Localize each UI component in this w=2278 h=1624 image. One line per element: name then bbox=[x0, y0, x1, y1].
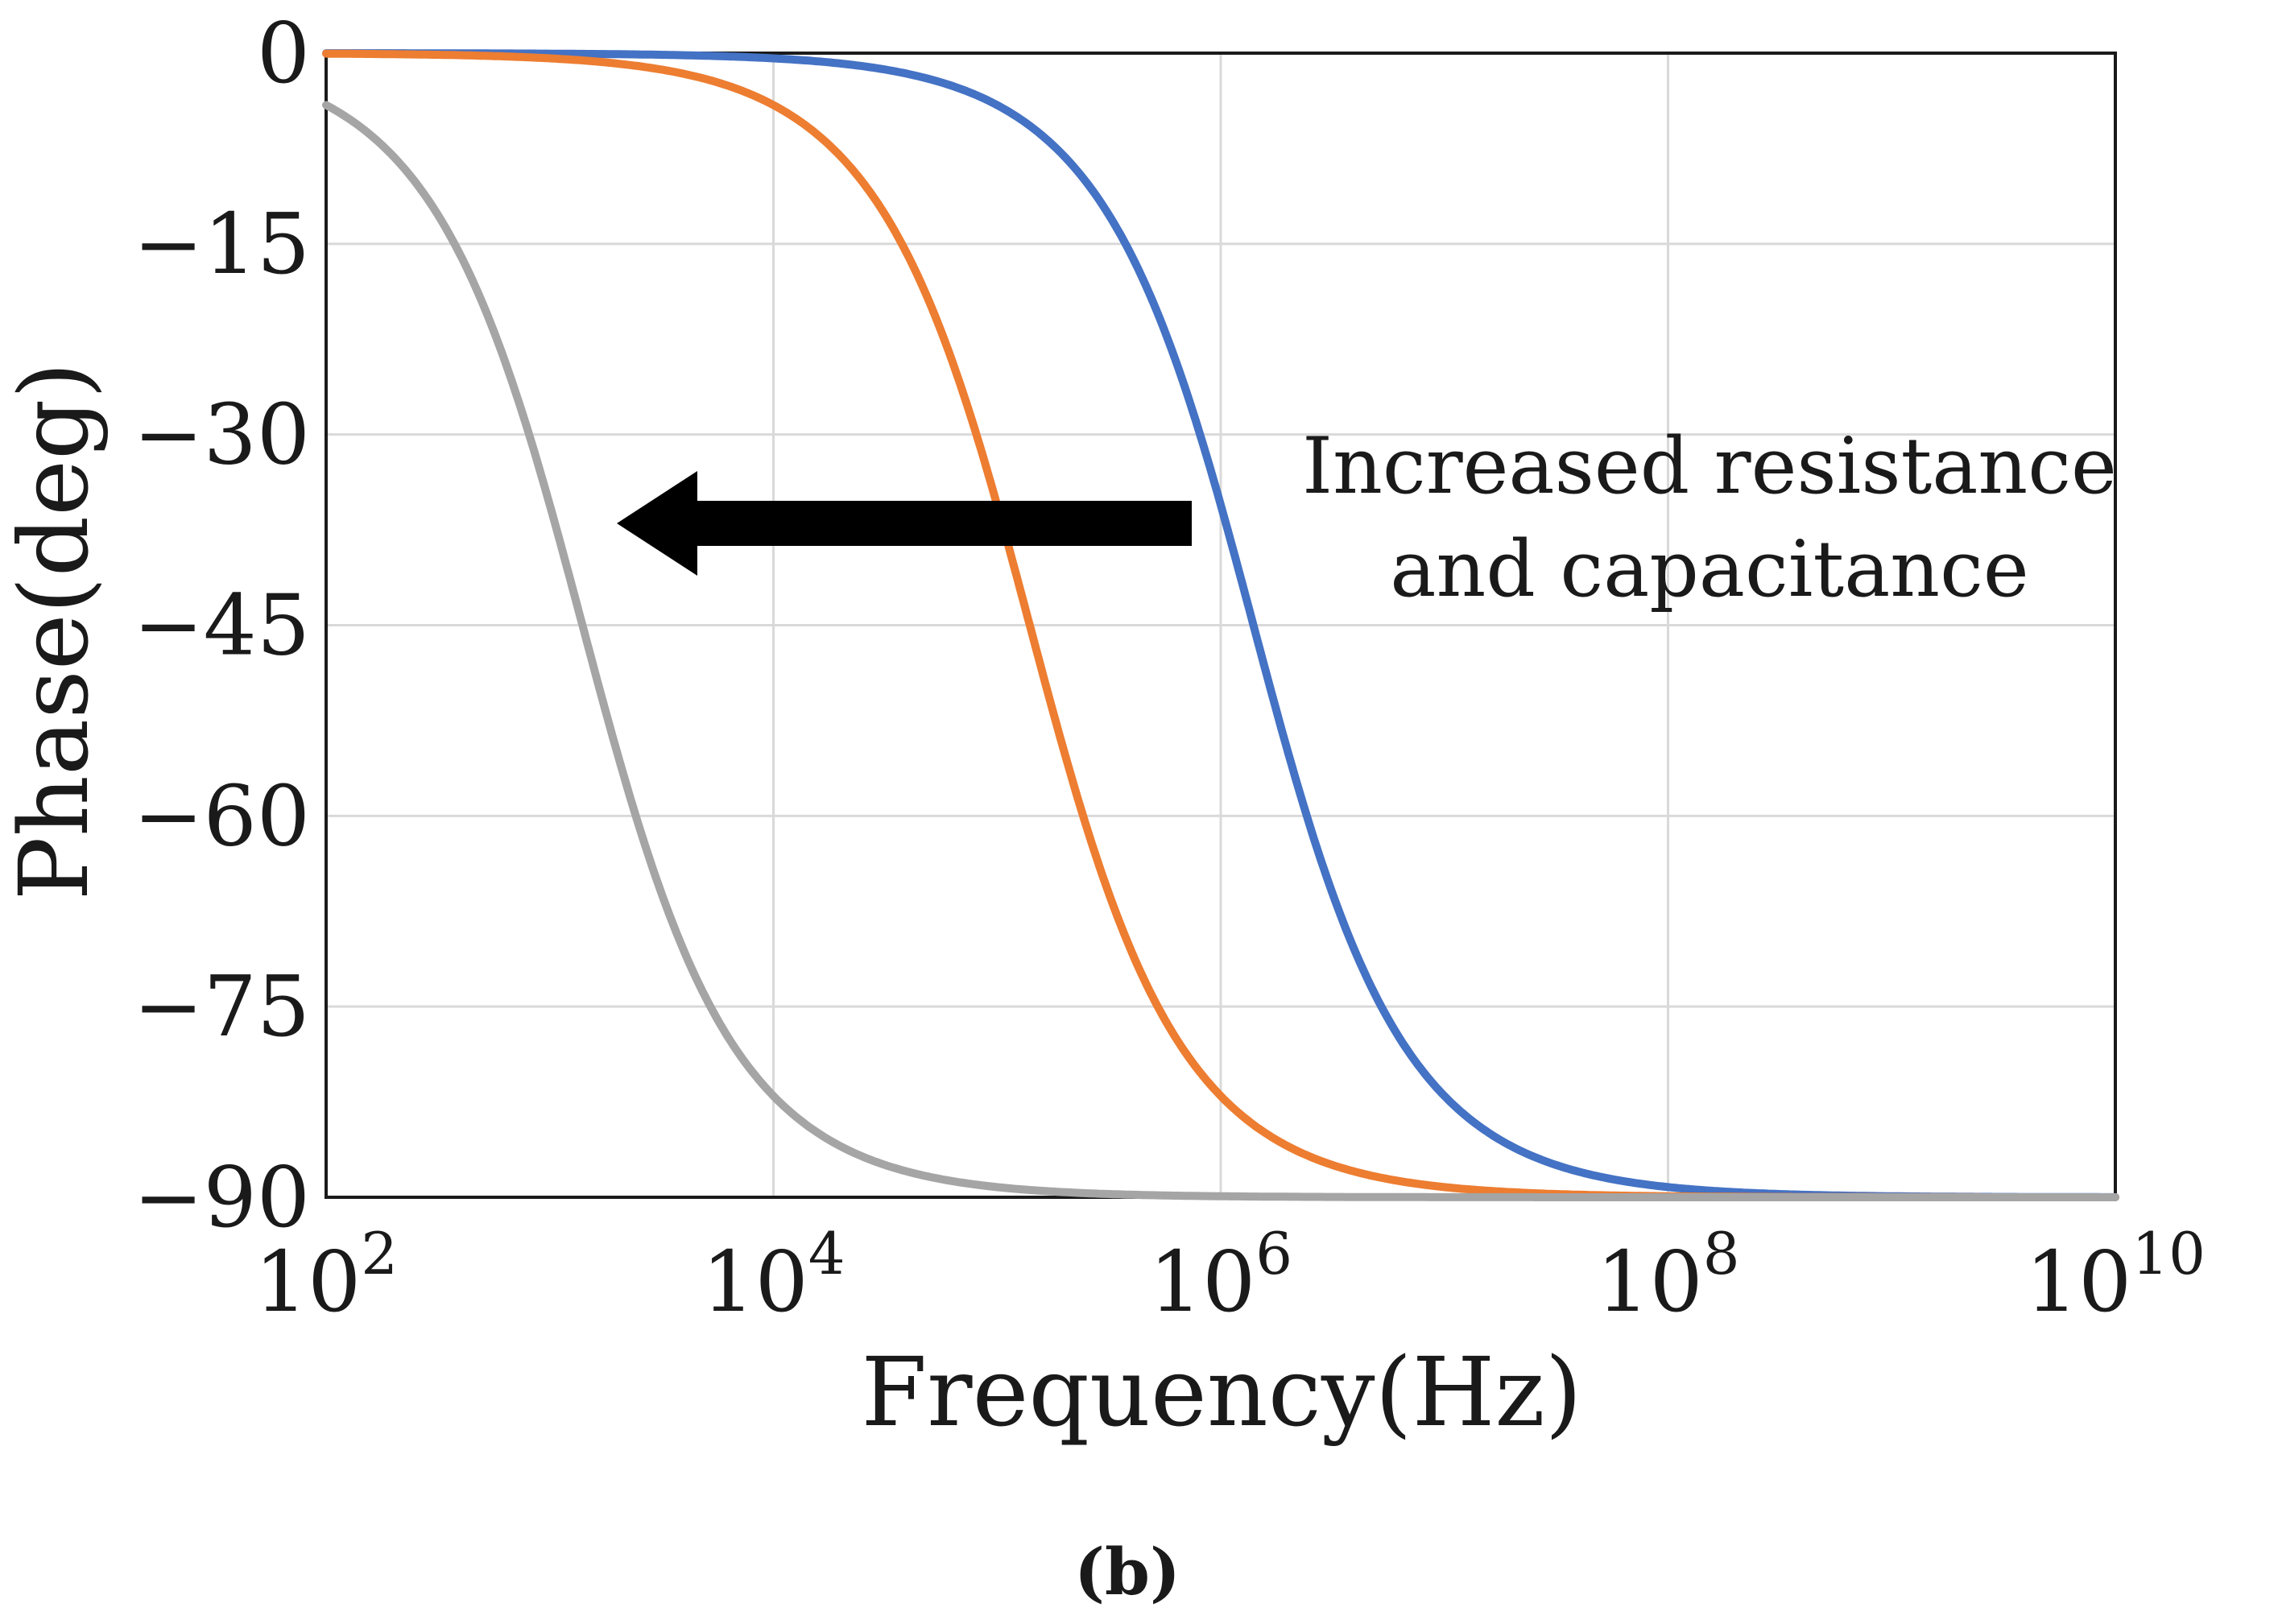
y-tick-label-4: −60 bbox=[134, 767, 310, 865]
y-tick-label-1: −15 bbox=[134, 195, 310, 293]
annotation-arrow bbox=[617, 471, 1192, 576]
annotation-text-line1: Increased resistance bbox=[1302, 421, 2117, 511]
y-axis-title: Phase(deg) bbox=[0, 362, 110, 900]
arrow-head bbox=[617, 471, 697, 576]
y-tick-label-5: −75 bbox=[134, 957, 310, 1056]
y-tick-label-0: 0 bbox=[257, 4, 310, 102]
x-tick-labels: 102 104 106 108 1010 bbox=[254, 1220, 2206, 1331]
x-axis-title: Frequency(Hz) bbox=[861, 1337, 1581, 1448]
y-tick-label-2: −30 bbox=[134, 386, 310, 484]
y-tick-label-3: −45 bbox=[134, 576, 310, 675]
arrow-shaft bbox=[692, 501, 1192, 546]
series-line-gray bbox=[322, 101, 2119, 1201]
x-tick-label-3: 108 bbox=[1596, 1220, 1739, 1331]
x-tick-label-2: 106 bbox=[1149, 1220, 1292, 1331]
panel-label: (b) bbox=[1074, 1534, 1180, 1610]
grid bbox=[325, 52, 2117, 1199]
x-tick-label-4: 1010 bbox=[2025, 1220, 2206, 1331]
annotation-text-line2: and capacitance bbox=[1390, 524, 2028, 614]
y-tick-labels: 0 −15 −30 −45 −60 −75 −90 bbox=[134, 4, 310, 1246]
y-tick-label-6: −90 bbox=[134, 1148, 310, 1246]
x-tick-label-0: 102 bbox=[254, 1220, 398, 1331]
series-layer bbox=[322, 49, 2119, 1201]
x-tick-label-1: 104 bbox=[701, 1220, 845, 1331]
